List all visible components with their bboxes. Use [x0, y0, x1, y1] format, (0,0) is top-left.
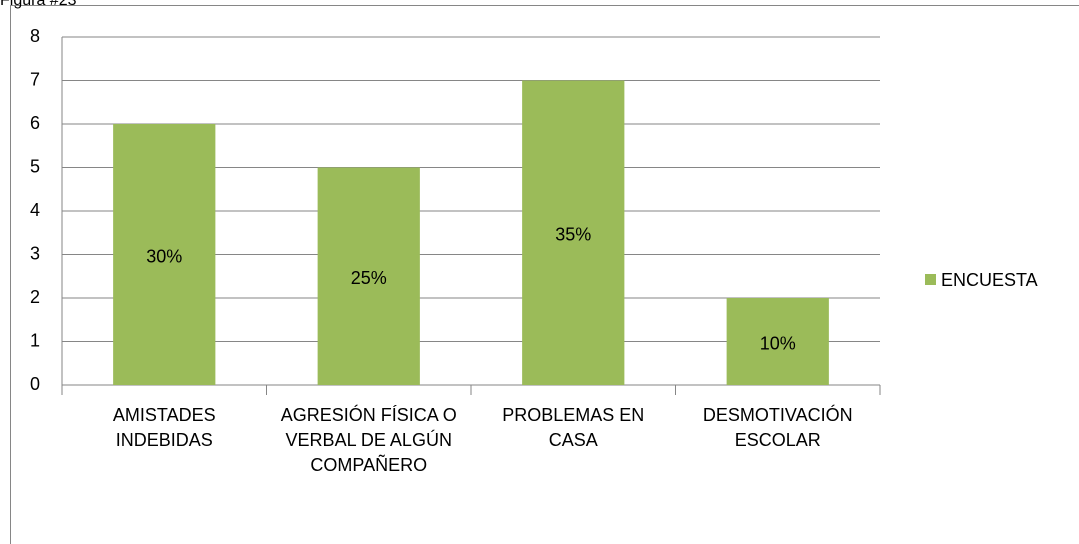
x-tick-label: DESMOTIVACIÓN ESCOLAR: [702, 405, 853, 450]
bar: [113, 124, 216, 385]
y-tick-label: 1: [30, 330, 40, 350]
bar: [726, 298, 829, 385]
y-tick-label: 0: [30, 374, 40, 394]
x-tick-label: PROBLEMAS EN CASA: [502, 405, 645, 450]
data-label: 35%: [555, 225, 591, 245]
legend-swatch: [925, 274, 936, 285]
legend-label: ENCUESTA: [941, 270, 1038, 290]
y-tick-label: 2: [30, 287, 40, 307]
y-tick-label: 3: [30, 243, 40, 263]
y-tick-label: 8: [30, 26, 40, 46]
bar: [522, 80, 625, 385]
x-tick-label: AMISTADES INDEBIDAS: [112, 405, 216, 450]
data-label: 30%: [146, 246, 182, 266]
y-tick-label: 7: [30, 69, 40, 89]
y-tick-label: 4: [30, 200, 40, 220]
x-tick-label: AGRESIÓN FÍSICA O VERBAL DE ALGÚN COMPAÑ…: [280, 405, 457, 475]
y-tick-label: 5: [30, 156, 40, 176]
data-label: 10%: [760, 333, 796, 353]
y-tick-label: 6: [30, 113, 40, 133]
data-label: 25%: [351, 268, 387, 288]
bar: [317, 167, 420, 385]
chart-title: Figura #23: [0, 0, 77, 9]
